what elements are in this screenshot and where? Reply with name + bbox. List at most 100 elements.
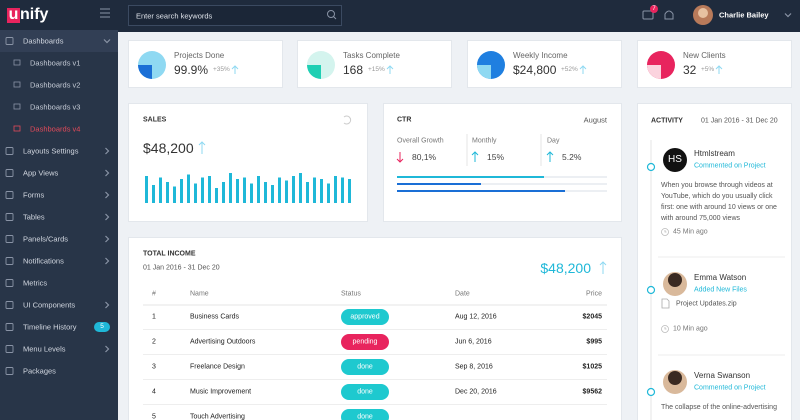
cell-date: Aug 12, 2016 xyxy=(455,313,497,321)
refresh-icon xyxy=(343,115,352,125)
trend-arrow xyxy=(546,151,554,156)
activity-action[interactable]: Commented on Project xyxy=(694,162,766,170)
sales-title: SALES xyxy=(143,116,167,124)
stat-title: Weekly Income xyxy=(513,51,568,60)
activity-action[interactable]: Commented on Project xyxy=(694,384,766,392)
submenu-item[interactable]: Dashboards v3 xyxy=(30,102,81,112)
status-text: done xyxy=(357,363,373,371)
user-name[interactable]: Charlie Bailey xyxy=(719,10,769,20)
sales-bar xyxy=(243,177,246,203)
menu-icon xyxy=(5,191,14,199)
menu-item[interactable]: Timeline History xyxy=(23,322,77,332)
cell-no: 2 xyxy=(152,338,156,346)
status-badge xyxy=(341,359,389,375)
status-badge xyxy=(341,309,389,325)
menu-item[interactable]: Layouts Settings xyxy=(23,146,79,156)
sales-bar xyxy=(250,183,253,203)
income-title: TOTAL INCOME xyxy=(143,250,196,258)
menu-item[interactable]: Dashboards xyxy=(23,36,64,46)
sales-bar xyxy=(348,179,351,203)
avatar-hair xyxy=(668,273,682,287)
ctr-metric-value: 5.2% xyxy=(562,151,582,162)
submenu-icon xyxy=(13,125,21,132)
chevron xyxy=(105,235,110,243)
sales-bar xyxy=(257,176,260,203)
messages-badge xyxy=(650,5,658,13)
stat-value: 32 xyxy=(683,63,697,77)
menu-icon xyxy=(5,147,14,155)
stat-value: $24,800 xyxy=(513,63,557,77)
menu-icon xyxy=(5,345,14,353)
cell-date: Sep 8, 2016 xyxy=(455,363,493,371)
activity-name[interactable]: Verna Swanson xyxy=(694,371,751,380)
trend-arrow xyxy=(231,65,239,70)
activity-file[interactable]: Project Updates.zip xyxy=(676,300,737,308)
activity-title: ACTIVITY xyxy=(651,117,683,125)
sidebar xyxy=(0,32,118,420)
submenu-item[interactable]: Dashboards v4 xyxy=(30,124,81,134)
cell-price: $995 xyxy=(586,338,602,346)
notifications-icon xyxy=(664,10,674,20)
menu-item[interactable]: UI Components xyxy=(23,300,76,310)
trend-arrow xyxy=(579,65,587,70)
clock-icon xyxy=(661,228,669,236)
activity-card xyxy=(637,103,792,420)
chevron xyxy=(105,257,110,265)
cell-name: Music Improvement xyxy=(190,388,252,396)
stat-value: 168 xyxy=(343,63,364,77)
stat-change: +15% xyxy=(368,65,385,73)
menu-item[interactable]: Metrics xyxy=(23,278,48,288)
cell-price: $2045 xyxy=(582,313,602,321)
stat-pie xyxy=(307,65,321,79)
sales-bar xyxy=(145,176,148,203)
progress-bar xyxy=(397,190,565,192)
menu-item[interactable]: Menu Levels xyxy=(23,344,66,354)
menu-icon xyxy=(5,257,14,265)
ctr-period: August xyxy=(583,115,607,125)
avatar-hair xyxy=(668,371,682,385)
search-icon xyxy=(333,16,337,20)
stat-title: Tasks Complete xyxy=(343,51,400,60)
menu-item[interactable]: Packages xyxy=(23,366,56,376)
cell-no: 1 xyxy=(152,313,156,321)
activity-name[interactable]: Htmlstream xyxy=(694,149,735,158)
activity-action[interactable]: Added New Files xyxy=(694,286,747,294)
menu-item[interactable]: Tables xyxy=(23,212,45,222)
menu-icon xyxy=(5,367,14,375)
activity-name[interactable]: Emma Watson xyxy=(694,273,747,282)
status-badge xyxy=(341,384,389,400)
cell-date: Jun 6, 2016 xyxy=(455,338,492,346)
dashboards-row[interactable] xyxy=(0,30,118,52)
progress-bar xyxy=(397,183,481,185)
clock-icon xyxy=(664,327,667,330)
sales-bar xyxy=(292,176,295,203)
stat-title: Projects Done xyxy=(174,51,225,60)
trend-arrow xyxy=(715,65,723,70)
stat-change: +35% xyxy=(213,65,230,73)
submenu-item[interactable]: Dashboards v2 xyxy=(30,80,81,90)
menu-item[interactable]: Forms xyxy=(23,190,45,200)
chevron xyxy=(103,39,111,44)
cell-price: $1025 xyxy=(582,363,602,371)
sales-bar xyxy=(208,176,211,203)
sales-bar xyxy=(152,185,155,203)
menu-item[interactable]: Panels/Cards xyxy=(23,234,69,244)
cell-name: Touch Advertising xyxy=(190,413,245,420)
menu-item[interactable]: Notifications xyxy=(23,256,64,266)
menu-badge xyxy=(94,322,110,332)
chevron xyxy=(105,213,110,221)
logo-mark: u xyxy=(8,6,19,23)
sales-bar xyxy=(334,176,337,203)
menu-icon xyxy=(5,37,14,45)
submenu-item[interactable]: Dashboards v1 xyxy=(30,58,81,68)
avatar xyxy=(663,148,687,172)
cell-no: 3 xyxy=(152,363,156,371)
cell-name: Advertising Outdoors xyxy=(190,338,256,346)
submenu-icon xyxy=(13,59,21,66)
search-box[interactable] xyxy=(128,5,342,26)
column-header: # xyxy=(152,290,156,298)
column-header: Price xyxy=(586,290,602,298)
menu-item[interactable]: App Views xyxy=(23,168,59,178)
user-avatar xyxy=(698,8,708,18)
chevron xyxy=(105,345,110,353)
